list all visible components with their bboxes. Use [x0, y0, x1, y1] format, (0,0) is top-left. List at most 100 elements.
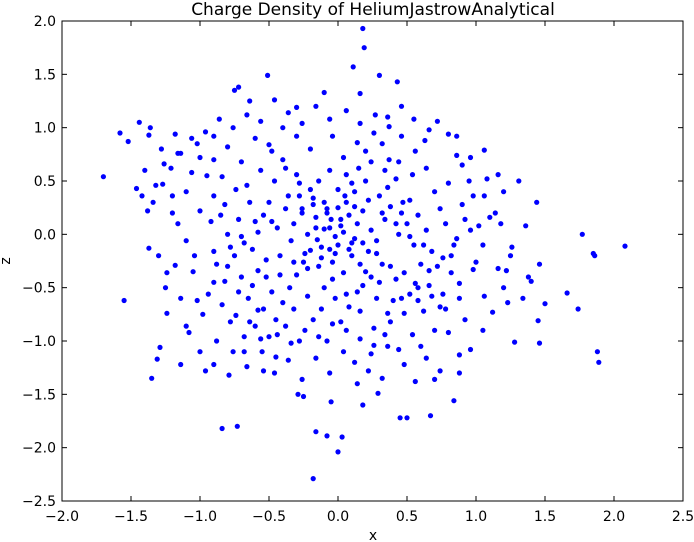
x-tick-label: 1.0: [465, 509, 487, 525]
data-point: [172, 262, 178, 268]
data-point: [216, 116, 222, 122]
data-point: [318, 306, 324, 312]
data-point: [361, 45, 367, 51]
data-point: [332, 250, 338, 257]
data-point: [507, 253, 514, 259]
data-point: [379, 375, 385, 381]
data-point: [202, 368, 209, 374]
data-point: [258, 336, 264, 342]
data-point: [466, 178, 472, 184]
data-point: [324, 338, 330, 344]
data-point: [368, 351, 374, 357]
data-point: [189, 169, 195, 176]
data-point: [260, 306, 267, 312]
y-tick-label: 1.0: [34, 121, 56, 137]
data-point: [343, 199, 349, 205]
data-point: [412, 148, 418, 154]
data-point: [260, 368, 267, 374]
data-point: [266, 142, 272, 148]
data-point: [473, 259, 479, 265]
data-point: [197, 208, 203, 214]
data-point: [516, 178, 522, 184]
data-point: [487, 214, 493, 220]
data-point: [397, 415, 403, 421]
data-point: [379, 261, 385, 267]
data-point: [255, 229, 261, 235]
y-tick-label: 1.5: [34, 67, 56, 83]
data-point: [146, 132, 152, 138]
data-point: [368, 274, 374, 280]
data-point: [338, 216, 344, 222]
data-point: [202, 129, 209, 135]
data-point: [247, 98, 253, 104]
data-point: [219, 425, 225, 432]
data-point: [340, 154, 347, 161]
data-point: [310, 201, 316, 208]
data-point: [484, 176, 490, 182]
data-point: [525, 274, 532, 280]
data-point: [445, 131, 451, 137]
chart-title: Charge Density of HeliumJastrowAnalytica…: [191, 0, 555, 20]
data-point: [307, 186, 313, 193]
data-point: [390, 297, 396, 304]
data-point: [178, 361, 184, 368]
data-point: [503, 268, 509, 274]
data-point: [429, 248, 435, 254]
data-point: [117, 130, 123, 136]
y-tick-label: 0.0: [34, 227, 56, 243]
data-point: [426, 127, 432, 133]
data-point: [153, 182, 159, 188]
data-point: [354, 381, 360, 387]
data-point: [476, 223, 482, 229]
data-point: [274, 332, 280, 338]
data-point: [374, 295, 380, 301]
data-point: [149, 375, 155, 381]
data-point: [197, 349, 203, 355]
data-point: [218, 212, 224, 218]
x-tick-label: −0.5: [252, 509, 286, 525]
data-point: [225, 144, 231, 150]
data-point: [432, 376, 438, 382]
data-point: [300, 259, 307, 265]
data-point: [445, 180, 451, 186]
data-point: [328, 216, 334, 222]
data-point: [321, 199, 327, 205]
data-point: [219, 302, 225, 308]
data-point: [398, 103, 405, 109]
data-point: [324, 210, 330, 216]
data-point: [288, 340, 294, 346]
data-point: [357, 336, 363, 342]
data-point: [396, 231, 402, 237]
data-point: [490, 309, 496, 315]
data-point: [168, 165, 174, 171]
data-point: [385, 114, 391, 120]
data-point: [327, 116, 333, 122]
data-point: [437, 304, 443, 310]
data-point: [440, 255, 446, 261]
data-point: [343, 291, 349, 297]
data-point: [371, 325, 377, 331]
data-point: [335, 449, 341, 455]
data-point: [495, 172, 501, 178]
data-point: [305, 231, 311, 237]
data-point: [335, 186, 341, 193]
data-point: [259, 349, 265, 355]
data-point: [318, 255, 324, 261]
x-tick-label: 2.0: [603, 509, 625, 525]
data-point: [354, 221, 360, 227]
x-tick-label: −2.0: [45, 509, 79, 525]
data-point: [321, 285, 327, 291]
data-point: [172, 131, 178, 137]
data-point: [273, 317, 279, 323]
data-point: [263, 257, 269, 263]
data-point: [357, 261, 363, 267]
data-point: [357, 308, 363, 314]
data-point: [283, 323, 289, 329]
data-point: [372, 112, 378, 118]
data-point: [360, 402, 366, 408]
data-point: [294, 272, 300, 278]
data-point: [401, 310, 407, 316]
data-point: [310, 317, 316, 323]
data-point: [291, 221, 297, 227]
